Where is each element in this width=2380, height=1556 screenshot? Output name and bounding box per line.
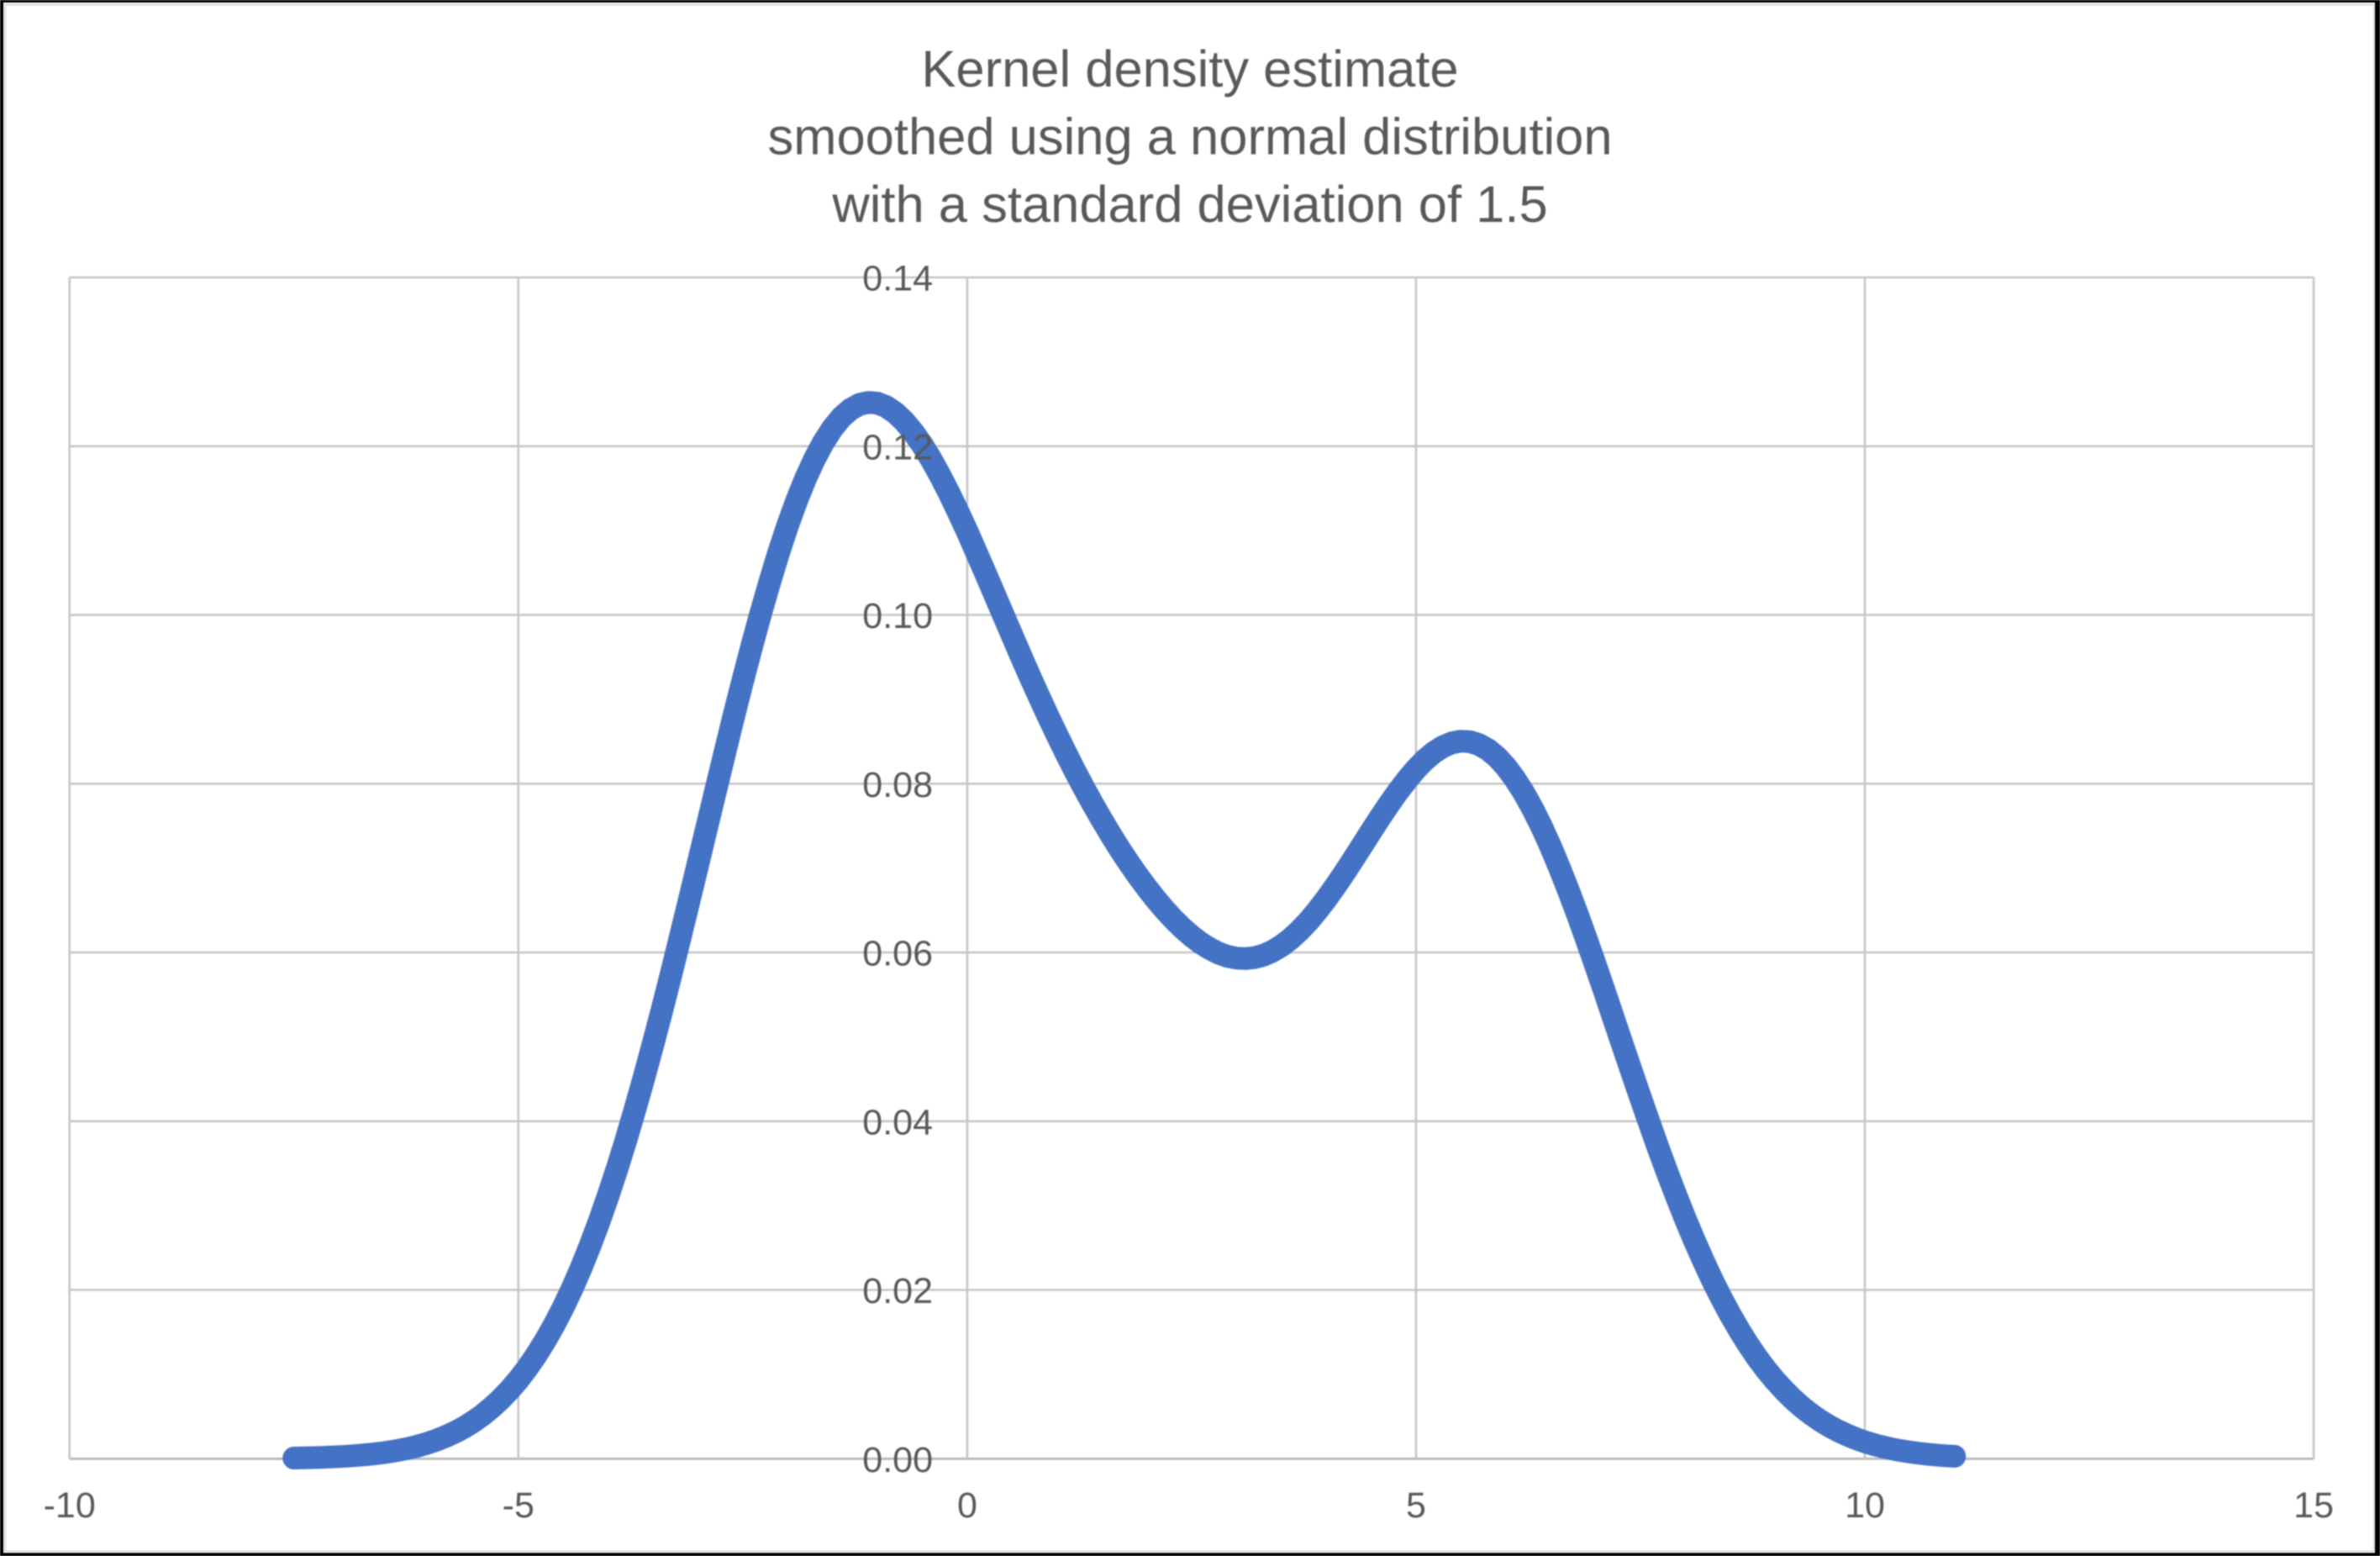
svg-text:Kernel density estimate: Kernel density estimate (921, 40, 1458, 98)
svg-text:with a standard deviation of 1: with a standard deviation of 1.5 (831, 176, 1547, 234)
svg-text:0.06: 0.06 (862, 934, 933, 974)
svg-text:0.14: 0.14 (862, 259, 933, 299)
svg-text:10: 10 (1845, 1485, 1885, 1526)
svg-text:15: 15 (2293, 1485, 2334, 1526)
svg-text:smoothed using a normal distri: smoothed using a normal distribution (767, 108, 1612, 166)
svg-text:0: 0 (957, 1485, 977, 1526)
svg-text:5: 5 (1406, 1485, 1426, 1526)
svg-text:0.08: 0.08 (862, 765, 933, 805)
svg-text:0.12: 0.12 (862, 427, 933, 467)
svg-text:0.04: 0.04 (862, 1102, 933, 1142)
svg-text:0.10: 0.10 (862, 596, 933, 636)
svg-text:-5: -5 (503, 1485, 534, 1526)
svg-text:0.00: 0.00 (862, 1440, 933, 1480)
svg-text:-10: -10 (44, 1485, 96, 1526)
svg-text:0.02: 0.02 (862, 1271, 933, 1311)
